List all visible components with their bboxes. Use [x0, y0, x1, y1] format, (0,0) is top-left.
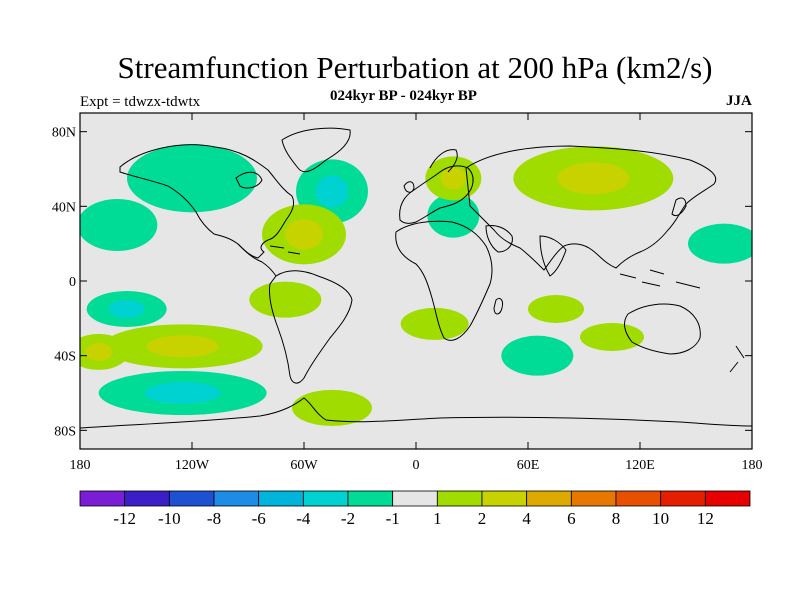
coastline-central-america	[237, 243, 277, 277]
coastline-greenland	[281, 127, 351, 173]
x-tick-label-2: 60W	[290, 458, 318, 473]
coastline-new-zealand	[729, 345, 745, 373]
contour-region-9	[249, 281, 322, 318]
colorbar-swatch-0	[79, 490, 126, 507]
colorbar-label-6: -1	[386, 509, 400, 528]
y-tick-label-1: 40N	[52, 200, 76, 215]
coastline-antarctica	[80, 397, 752, 429]
colorbar-swatch-9	[481, 490, 528, 507]
coastline-japan	[671, 197, 687, 217]
coastline-south-america	[269, 270, 353, 384]
x-tick-label-3: 0	[413, 458, 420, 473]
x-tick-label-4: 60E	[517, 458, 540, 473]
y-tick-label-3: 40S	[54, 350, 76, 365]
coastline-india	[539, 235, 567, 277]
colorbar: -12 -10 -8 -6 -4 -2 -1 1 2 4 6 8 10 12	[79, 490, 751, 528]
y-tick-label-0: 80N	[52, 126, 76, 141]
contour-region-15	[528, 295, 584, 323]
colorbar-swatch-7	[392, 490, 438, 507]
colorbar-label-10: 6	[567, 509, 576, 528]
coastline-scandinavia	[429, 149, 458, 173]
colorbar-swatch-8	[436, 490, 483, 507]
contour-core-10	[440, 167, 466, 190]
coastline-british-isles	[403, 181, 415, 193]
coastline-asia	[465, 145, 717, 271]
contour-core-12	[146, 335, 219, 358]
colorbar-label-1: -10	[158, 509, 181, 528]
x-tick-label-0: 180	[70, 458, 91, 473]
contour-region-6	[501, 335, 574, 376]
colorbar-swatch-4	[258, 490, 304, 507]
colorbar-swatch-5	[302, 490, 349, 507]
contour-core-7	[144, 382, 221, 404]
chart-subtitle: 024kyr BP - 024kyr BP	[330, 88, 477, 104]
colorbar-label-3: -6	[252, 509, 266, 528]
colorbar-label-9: 4	[522, 509, 531, 528]
colorbar-swatch-10	[526, 490, 572, 507]
colorbar-swatch-11	[570, 490, 617, 507]
coastline-madagascar	[493, 297, 503, 315]
contour-region-14	[400, 307, 469, 340]
y-tick-label-2: 0	[69, 275, 76, 290]
coastline-maritime-continent	[619, 269, 701, 289]
contour-core-8	[285, 219, 323, 250]
colorbar-label-11: 8	[612, 509, 621, 528]
experiment-label: Expt = tdwzx-tdwtx	[80, 94, 201, 110]
coastline-arabia	[485, 225, 513, 253]
coastline-europe	[399, 165, 474, 224]
y-tick-label-4: 80S	[54, 424, 76, 439]
colorbar-swatch-13	[660, 490, 706, 507]
colorbar-label-8: 2	[478, 509, 487, 528]
colorbar-label-2: -8	[207, 509, 221, 528]
contour-region-16	[580, 323, 644, 351]
colorbar-swatch-6	[347, 490, 394, 507]
coastline-australia	[624, 303, 701, 355]
contour-region-0	[127, 144, 257, 213]
colorbar-label-13: 12	[697, 509, 714, 528]
colorbar-swatch-2	[168, 490, 215, 507]
axis-layer: 80N 40N 0 40S 80S 180 120W 60W 0 60E 120E 180	[52, 113, 763, 473]
contour-core-1	[99, 212, 136, 238]
coastline-africa	[395, 220, 493, 341]
coastline-hudson-bay	[235, 171, 263, 189]
x-tick-label-5: 120E	[625, 458, 655, 473]
contour-core-13	[85, 342, 113, 361]
colorbar-label-0: -12	[113, 509, 136, 528]
colorbar-label-4: -4	[296, 509, 311, 528]
x-tick-label-6: 180	[742, 458, 763, 473]
coastlines	[80, 127, 752, 429]
colorbar-swatch-14	[704, 490, 751, 507]
colorbar-label-12: 10	[652, 509, 669, 528]
colorbar-swatch-12	[615, 490, 662, 507]
coastline-north-america	[119, 144, 295, 259]
colorbar-label-7: 1	[433, 509, 442, 528]
contour-region-17	[292, 389, 372, 426]
contour-region-4	[688, 223, 752, 264]
contour-fill-layer	[80, 144, 752, 426]
contour-core-11	[557, 162, 630, 195]
chart-title: Streamfunction Perturbation at 200 hPa (…	[117, 50, 713, 85]
colorbar-swatch-1	[124, 490, 170, 507]
contour-core-2	[315, 175, 349, 208]
coastline-caribbean	[269, 245, 301, 255]
season-label: JJA	[726, 93, 752, 109]
contour-region-3	[427, 193, 480, 238]
colorbar-swatch-3	[213, 490, 260, 507]
contour-core-5	[108, 300, 145, 318]
x-tick-label-1: 120W	[175, 458, 210, 473]
colorbar-label-5: -2	[341, 509, 355, 528]
